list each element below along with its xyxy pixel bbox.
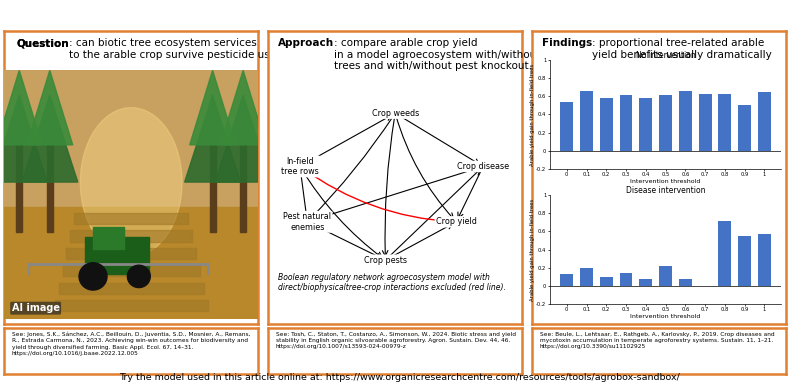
Text: Question:: Question:: [17, 38, 67, 48]
Text: Approach: Approach: [278, 38, 334, 48]
Text: Question: Question: [17, 38, 70, 48]
Text: : can biotic tree ecosystem services
to the arable crop survive pesticide use?: : can biotic tree ecosystem services to …: [70, 38, 282, 60]
Text: Question: Question: [17, 38, 70, 48]
Text: Findings: Findings: [542, 38, 593, 48]
Text: : proportional tree-related arable
yield benefits usually dramatically
reduced b: : proportional tree-related arable yield…: [593, 38, 772, 71]
Text: : compare arable crop yield
in a model agroecosystem with/without
trees and with: : compare arable crop yield in a model a…: [334, 38, 541, 71]
Text: See: Beule, L., Lehtsaar, E., Rathgeb, A., Karlovsky, P., 2019. Crop diseases an: See: Beule, L., Lehtsaar, E., Rathgeb, A…: [540, 331, 774, 349]
Text: See: Jones, S.K., Sánchez, A.C., Beillouin, D., Juventia, S.D., Mosnier, A., Rem: See: Jones, S.K., Sánchez, A.C., Beillou…: [12, 331, 250, 356]
Text: See: Tosh, C., Staton, T., Costanzo, A., Simonson, W., 2024. Biotic stress and y: See: Tosh, C., Staton, T., Costanzo, A.,…: [276, 331, 516, 349]
Text: Boolean regulatory network agroecosystem model with
direct/biophysicaltree-crop : Boolean regulatory network agroecosystem…: [278, 273, 506, 293]
Text: Try the model used in this article online at: https://www.organicresearchcentre.: Try the model used in this article onlin…: [119, 373, 681, 382]
